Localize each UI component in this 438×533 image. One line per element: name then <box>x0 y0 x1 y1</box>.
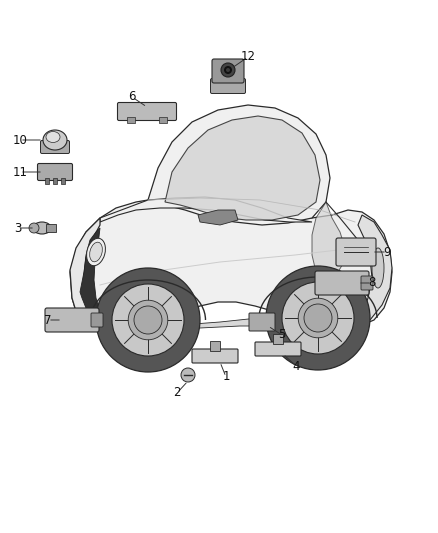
Bar <box>127 117 135 123</box>
Text: 4: 4 <box>292 359 300 373</box>
FancyBboxPatch shape <box>336 238 376 266</box>
FancyBboxPatch shape <box>38 164 73 181</box>
FancyBboxPatch shape <box>249 313 275 331</box>
Circle shape <box>128 300 168 340</box>
Ellipse shape <box>46 132 60 142</box>
Circle shape <box>112 284 184 356</box>
FancyBboxPatch shape <box>211 78 246 93</box>
FancyBboxPatch shape <box>45 308 99 332</box>
Text: 7: 7 <box>44 313 52 327</box>
Ellipse shape <box>33 222 51 234</box>
Text: 9: 9 <box>383 246 391 259</box>
Ellipse shape <box>372 248 384 288</box>
Bar <box>159 117 167 123</box>
FancyBboxPatch shape <box>361 276 373 290</box>
FancyBboxPatch shape <box>315 271 369 295</box>
Bar <box>53 178 57 184</box>
Circle shape <box>181 368 195 382</box>
Polygon shape <box>70 196 392 330</box>
Circle shape <box>221 63 235 77</box>
Ellipse shape <box>87 238 106 266</box>
FancyBboxPatch shape <box>212 59 244 83</box>
Text: 5: 5 <box>278 328 286 342</box>
Polygon shape <box>165 116 320 220</box>
Circle shape <box>266 266 370 370</box>
FancyBboxPatch shape <box>255 342 301 356</box>
Circle shape <box>224 66 232 74</box>
Circle shape <box>282 282 354 354</box>
FancyBboxPatch shape <box>91 313 103 327</box>
Circle shape <box>134 306 162 334</box>
Polygon shape <box>100 197 312 222</box>
Text: 3: 3 <box>14 222 22 235</box>
Bar <box>273 334 283 344</box>
Ellipse shape <box>90 242 102 262</box>
Polygon shape <box>80 228 100 315</box>
Circle shape <box>226 68 230 72</box>
Text: 12: 12 <box>240 51 255 63</box>
Circle shape <box>29 223 39 233</box>
Polygon shape <box>312 202 345 278</box>
Bar <box>45 178 49 184</box>
FancyBboxPatch shape <box>192 349 238 363</box>
Circle shape <box>96 268 200 372</box>
Polygon shape <box>70 218 100 322</box>
Text: 2: 2 <box>173 386 181 400</box>
Text: 8: 8 <box>368 277 376 289</box>
Text: 6: 6 <box>128 91 136 103</box>
Circle shape <box>304 304 332 332</box>
Bar <box>46 224 56 232</box>
Text: 1: 1 <box>222 370 230 384</box>
Text: 10: 10 <box>13 133 28 147</box>
Polygon shape <box>100 318 355 332</box>
FancyBboxPatch shape <box>117 102 177 120</box>
Circle shape <box>298 298 338 338</box>
Polygon shape <box>198 210 238 225</box>
Bar <box>210 341 220 351</box>
Polygon shape <box>148 105 330 225</box>
Text: 11: 11 <box>13 166 28 179</box>
Ellipse shape <box>43 130 67 150</box>
Bar <box>61 178 65 184</box>
FancyBboxPatch shape <box>40 141 70 154</box>
Polygon shape <box>358 215 392 320</box>
